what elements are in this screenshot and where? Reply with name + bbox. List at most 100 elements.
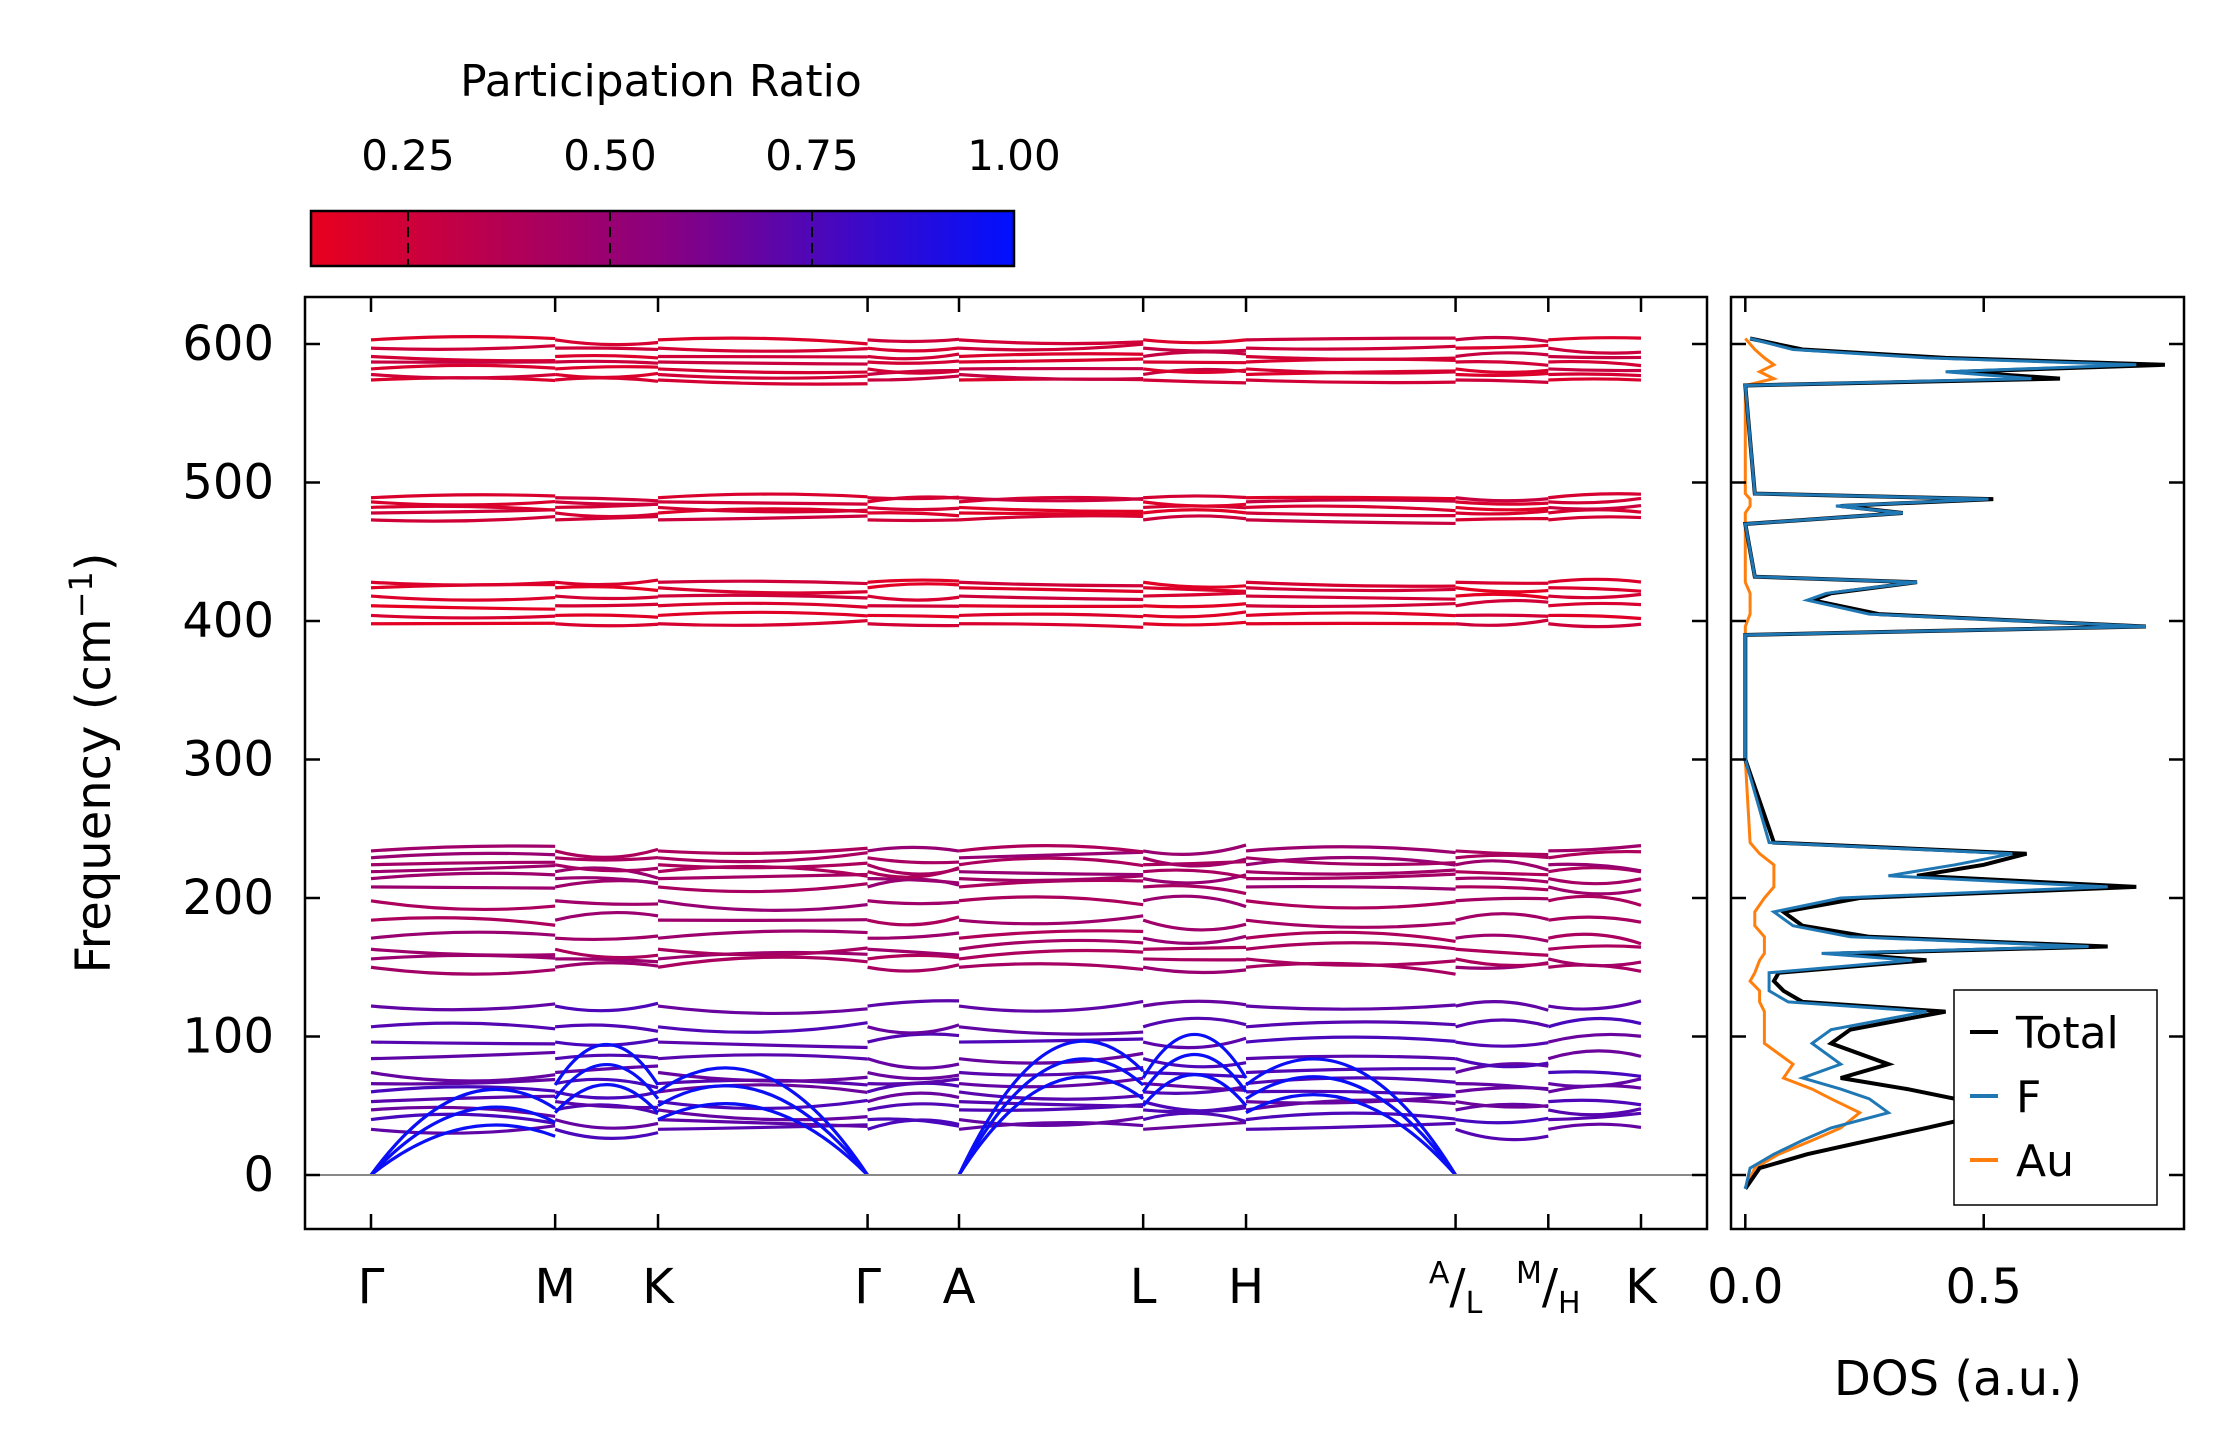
phonon-branch (1142, 1057, 1247, 1069)
phonon-branch (1143, 620, 1247, 627)
kpoint-label: Γ (854, 1259, 881, 1315)
phonon-branch (1548, 586, 1642, 593)
phonon-branch (1548, 999, 1642, 1011)
phonon-branch (1455, 592, 1549, 600)
acoustic-branch (553, 1043, 660, 1086)
phonon-branch (958, 1115, 1144, 1127)
kpoint-label: M (534, 1259, 575, 1315)
phonon-branch (867, 374, 960, 382)
phonon-branch (1245, 930, 1456, 944)
phonon-branch (1142, 999, 1247, 1008)
phonon-branch (1548, 915, 1642, 924)
phonon-branch (657, 851, 868, 864)
phonon-branch (657, 346, 868, 353)
phonon-branch (554, 947, 659, 960)
phonon-branch (554, 338, 659, 347)
phonon-branch (958, 1099, 1144, 1108)
phonon-branch (1455, 1057, 1549, 1069)
phonon-branch (1455, 1116, 1549, 1125)
phonon-branch (1455, 580, 1549, 585)
phonon-branch (370, 335, 556, 342)
phonon-branch (657, 882, 868, 894)
colorbar-tick-label: 0.50 (563, 131, 657, 180)
legend-label: Au (2016, 1136, 2074, 1187)
phonon-branch (555, 613, 659, 619)
phonon-branch (1455, 496, 1549, 503)
phonon-branch (555, 496, 659, 503)
phonon-branch (657, 929, 868, 940)
phonon-branch (555, 934, 659, 942)
phonon-branch (1245, 594, 1456, 601)
acoustic-branch (1245, 1093, 1457, 1177)
band-panel-frame (303, 295, 1709, 1231)
phonon-branch (370, 1050, 556, 1061)
phonon-branch (1245, 941, 1456, 951)
phonon-branch (555, 602, 659, 608)
phonon-branch (1143, 957, 1247, 962)
phonon-branch (1245, 1089, 1456, 1098)
phonon-branch (1245, 504, 1456, 513)
phonon-branch (1143, 945, 1247, 951)
y-tick-label: 300 (182, 732, 274, 788)
y-tick-label: 500 (182, 455, 274, 511)
phonon-branch (1245, 1020, 1456, 1029)
phonon-branch (1142, 1036, 1247, 1050)
phonon-branch (1455, 367, 1549, 374)
phonon-branch (1245, 354, 1456, 361)
phonon-branch (370, 1002, 556, 1012)
phonon-branch (555, 594, 659, 601)
phonon-branch (1455, 360, 1549, 367)
phonon-branch (867, 594, 960, 602)
phonon-branch (554, 1127, 659, 1140)
phonon-branch (370, 965, 556, 976)
phonon-branch (867, 1032, 960, 1044)
phonon-branch (867, 899, 960, 906)
phonon-branch (554, 1090, 659, 1100)
phonon-branch (867, 863, 960, 876)
phonon-branch (958, 580, 1144, 588)
phonon-branch (370, 863, 556, 874)
legend-label: F (2016, 1072, 2041, 1123)
phonon-branch (1548, 944, 1642, 951)
phonon-branch (554, 863, 659, 873)
phonon-branch (555, 585, 659, 593)
dos-x-tick-label: 0.0 (1707, 1259, 1783, 1315)
phonon-branch (1246, 336, 1456, 342)
colorbar-ticks: 0.25 0.50 0.75 1.00 (361, 131, 1061, 266)
phonon-branch (1547, 894, 1642, 907)
phonon-branch (959, 622, 1144, 629)
phonon-branch (1455, 509, 1549, 516)
phonon-branch (1245, 518, 1456, 526)
kpoint-ticks (369, 297, 1643, 1229)
phonon-branch (867, 947, 960, 957)
phonon-branch (370, 493, 556, 500)
phonon-branch (958, 1076, 1144, 1089)
phonon-branch (554, 578, 659, 587)
colorbar-tick-label: 0.75 (765, 131, 859, 180)
phonon-branch (1455, 1100, 1549, 1109)
phonon-branch (867, 622, 960, 628)
phonon-branch (1142, 514, 1247, 522)
phonon-branch (1455, 500, 1549, 506)
phonon-branch (1245, 1054, 1456, 1061)
colorbar: Participation Ratio 0.25 0.50 0.75 1.00 (309, 56, 1061, 268)
phonon-branch (1455, 947, 1549, 957)
phonon-branch (370, 1021, 556, 1031)
phonon-branch (1142, 856, 1247, 868)
phonon-branch (1142, 965, 1247, 975)
phonon-branch (370, 871, 556, 881)
phonon-branch (1245, 868, 1456, 876)
phonon-branch (867, 1057, 960, 1070)
phonon-branch (1142, 1111, 1247, 1123)
phonon-branch (370, 508, 556, 515)
y-axis-label: Frequency (cm−1) (62, 552, 122, 973)
phonon-branch (657, 492, 868, 500)
phonon-branch (370, 594, 556, 602)
phonon-branch (657, 950, 868, 961)
acoustic-branch (957, 1039, 1145, 1176)
phonon-branch (1548, 359, 1642, 368)
phonon-branch (867, 999, 960, 1008)
phonon-branch (1245, 1111, 1456, 1122)
phonon-branch (554, 961, 659, 969)
